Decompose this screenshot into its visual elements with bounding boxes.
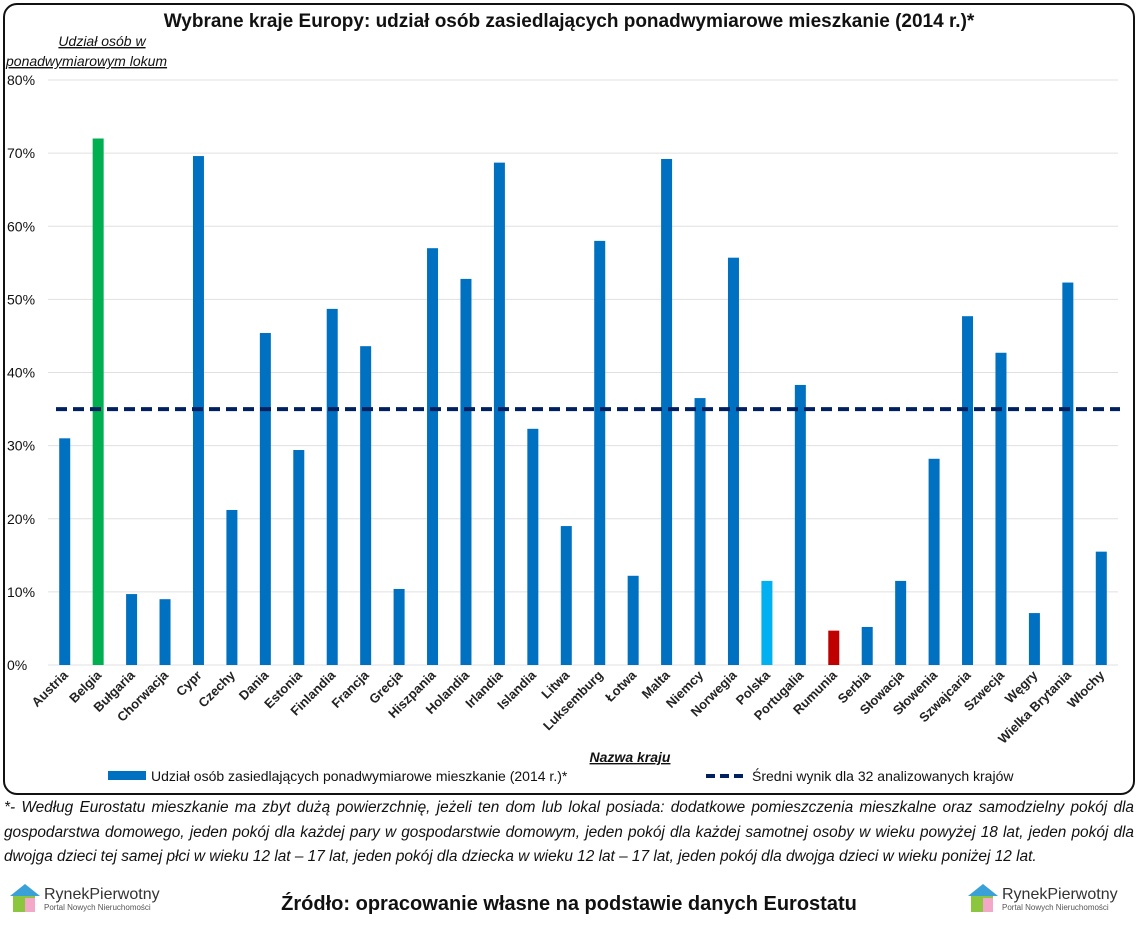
y-tick-label: 0% (7, 657, 27, 673)
bar-szwecja (995, 352, 1007, 665)
legend-bar-swatch (108, 771, 146, 780)
house-logo-icon (968, 884, 998, 914)
logo-left: RynekPierwotny Portal Nowych Nieruchomośc… (10, 884, 160, 914)
x-tick-label: Francja (328, 667, 372, 711)
bar-łotwa (627, 575, 639, 665)
y-tick-label: 10% (7, 584, 35, 600)
bar-hiszpania (427, 248, 439, 665)
bar-estonia (293, 450, 305, 665)
y-tick-label: 50% (7, 291, 35, 307)
x-tick-label: Włochy (1064, 667, 1108, 711)
bar-belgia (92, 138, 104, 665)
bar-dania (259, 333, 271, 665)
bar-słowenia (928, 458, 940, 665)
logo-right: RynekPierwotny Portal Nowych Nieruchomośc… (968, 884, 1118, 914)
logo-name: RynekPierwotny (1002, 885, 1118, 903)
bar-chorwacja (159, 599, 171, 665)
bar-polska (761, 580, 773, 665)
y-axis-title: Udział osób w (58, 33, 146, 49)
bar-finlandia (326, 308, 338, 665)
bar-chart: Wybrane kraje Europy: udział osób zasied… (5, 11, 1120, 784)
bar-portugalia (794, 384, 806, 665)
legend-average-label: Średni wynik dla 32 analizowanych krajów (752, 767, 1014, 784)
y-tick-label: 70% (7, 145, 35, 161)
legend-bar-label: Udział osób zasiedlających ponadwymiarow… (151, 768, 568, 784)
house-logo-icon (10, 884, 40, 914)
bar-litwa (560, 526, 572, 665)
bar-włochy (1095, 551, 1107, 665)
bar-francja (360, 346, 372, 665)
y-tick-label: 40% (7, 365, 35, 381)
bar-austria (59, 438, 71, 665)
bar-wielka-brytania (1062, 282, 1074, 665)
logo-tagline: Portal Nowych Nieruchomości (1002, 902, 1109, 912)
bar-serbia (861, 626, 873, 665)
bar-szwajcaria (962, 316, 974, 665)
bar-norwegia (727, 257, 739, 665)
bar-niemcy (694, 398, 706, 665)
x-tick-label: Austria (29, 667, 72, 710)
bar-grecja (393, 588, 405, 665)
bar-irlandia (493, 162, 505, 665)
chart-frame (3, 3, 1135, 795)
x-tick-label: Czechy (195, 667, 238, 710)
bar-bułgaria (126, 594, 138, 665)
y-tick-label: 60% (7, 218, 35, 234)
logo-tagline: Portal Nowych Nieruchomości (44, 902, 151, 912)
bar-czechy (226, 509, 238, 665)
y-axis-title: ponadwymiarowym lokum (5, 53, 167, 69)
bar-słowacja (895, 580, 907, 665)
x-tick-label: Łotwa (602, 667, 640, 705)
source-text: Źródło: opracowanie własne na podstawie … (281, 893, 857, 915)
bar-rumunia (828, 630, 840, 665)
y-tick-label: 80% (7, 72, 35, 88)
bar-islandia (527, 428, 539, 665)
bar-luksemburg (594, 240, 606, 665)
logo-name: RynekPierwotny (44, 885, 160, 903)
bar-malta (661, 158, 673, 665)
x-axis-title: Nazwa kraju (590, 749, 671, 765)
y-tick-label: 30% (7, 438, 35, 454)
footnote: *- Według Eurostatu mieszkanie ma zbyt d… (4, 799, 1134, 865)
bar-węgry (1028, 613, 1040, 665)
y-tick-label: 20% (7, 511, 35, 527)
chart-title: Wybrane kraje Europy: udział osób zasied… (164, 11, 975, 32)
bar-holandia (460, 278, 472, 665)
